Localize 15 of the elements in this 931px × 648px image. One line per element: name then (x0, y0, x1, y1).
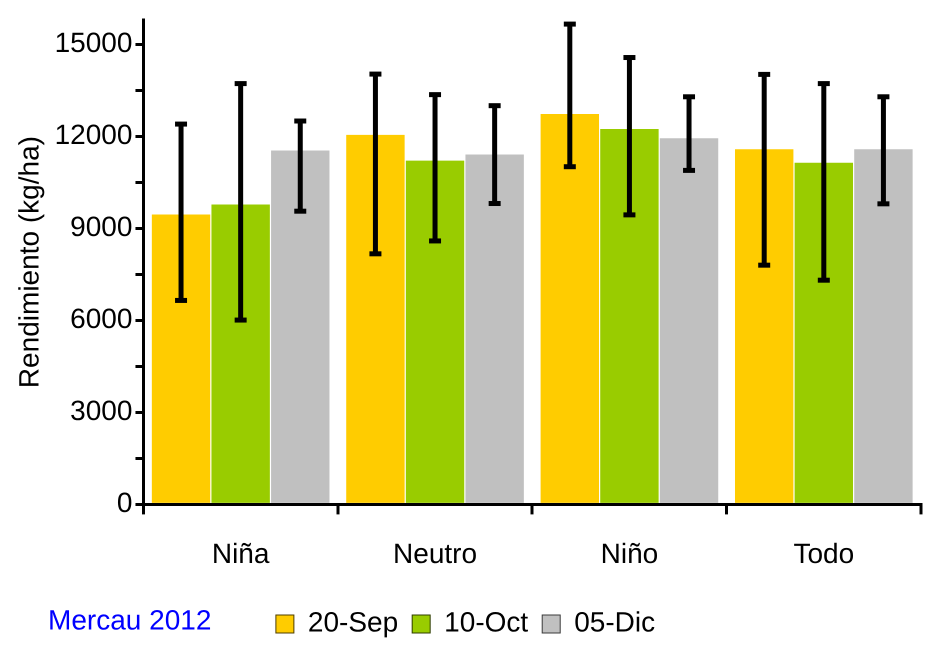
y-tick-label: 12000 (54, 119, 132, 150)
y-tick-label: 0 (116, 487, 132, 518)
y-axis-title: Rendimiento (kg/ha) (14, 136, 45, 388)
x-tick-label: Neutro (393, 538, 478, 569)
y-tick-label: 15000 (54, 27, 132, 58)
y-tick-label: 6000 (70, 303, 132, 334)
legend-label: 10-Oct (444, 606, 528, 638)
legend-label: 20-Sep (308, 606, 398, 638)
x-tick-label: Niña (212, 538, 270, 569)
text: Mercau 2012 (48, 604, 212, 636)
y-tick-label: 9000 (70, 211, 132, 242)
legend-label: 05-Dic (574, 606, 656, 638)
x-tick-label: Todo (793, 538, 854, 569)
y-tick-label: 3000 (70, 395, 132, 426)
x-tick-label: Niño (600, 538, 658, 569)
